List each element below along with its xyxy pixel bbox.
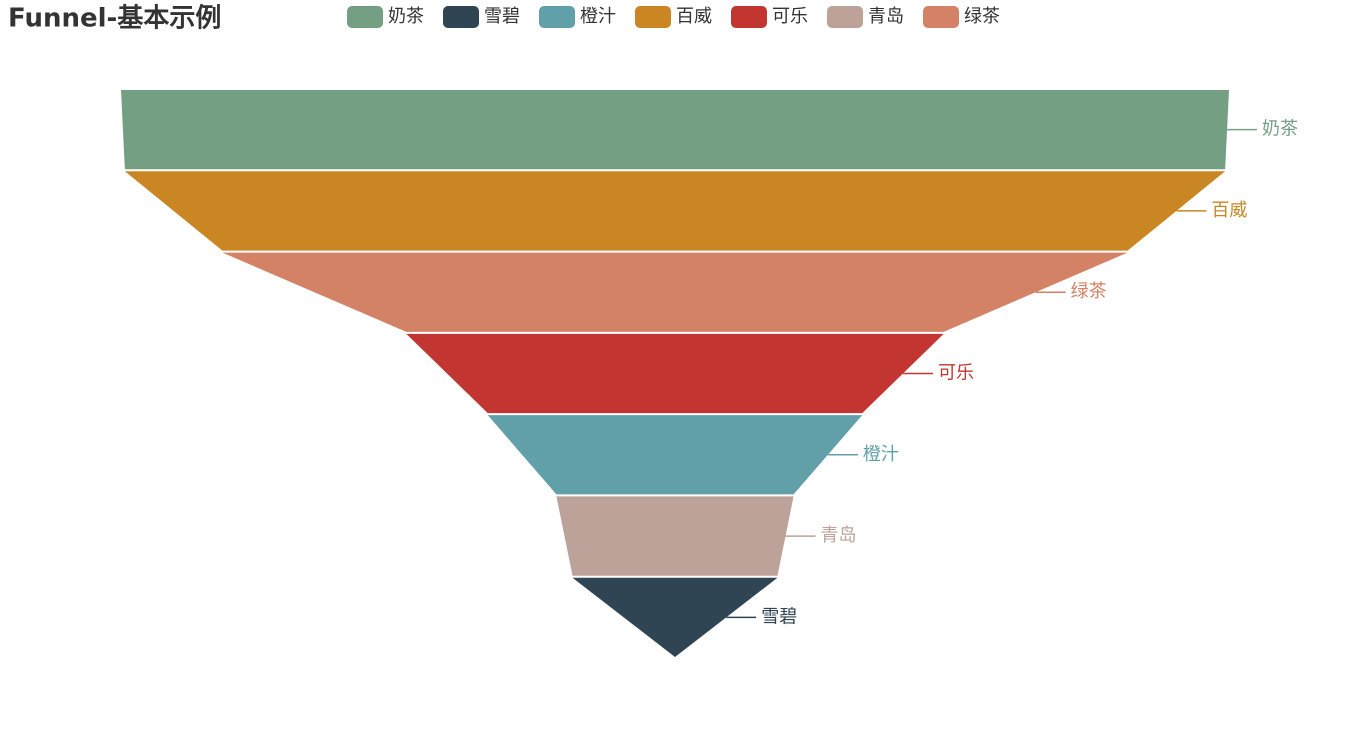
legend-swatch[interactable] [539, 6, 575, 28]
legend-swatch[interactable] [443, 6, 479, 28]
segment-label: 绿茶 [1071, 281, 1107, 302]
chart-title: Funnel-基本示例 [8, 4, 221, 34]
legend-swatch[interactable] [923, 6, 959, 28]
funnel-segment[interactable] [124, 171, 1226, 251]
legend-label[interactable]: 青岛 [868, 6, 904, 27]
funnel-segment[interactable] [556, 496, 794, 576]
legend-label[interactable]: 雪碧 [484, 6, 520, 27]
segment-label: 奶茶 [1262, 119, 1298, 140]
segment-label: 青岛 [821, 525, 857, 546]
legend-swatch[interactable] [635, 6, 671, 28]
segment-label: 雪碧 [761, 606, 797, 627]
funnel-segment[interactable] [487, 415, 863, 495]
legend-label[interactable]: 橙汁 [580, 6, 616, 27]
funnel-segment[interactable] [572, 577, 778, 657]
funnel-segment[interactable] [222, 252, 1128, 332]
funnel-segment[interactable] [121, 90, 1229, 170]
legend-swatch[interactable] [827, 6, 863, 28]
legend-label[interactable]: 奶茶 [388, 6, 424, 27]
segment-label: 百威 [1211, 200, 1247, 221]
legend-swatch[interactable] [731, 6, 767, 28]
legend-swatch[interactable] [347, 6, 383, 28]
segment-label: 可乐 [938, 363, 974, 384]
legend-label[interactable]: 可乐 [772, 6, 808, 27]
segment-label: 橙汁 [863, 444, 899, 465]
funnel-segment[interactable] [406, 333, 944, 414]
legend-label[interactable]: 百威 [676, 6, 712, 27]
legend-label[interactable]: 绿茶 [964, 6, 1000, 27]
